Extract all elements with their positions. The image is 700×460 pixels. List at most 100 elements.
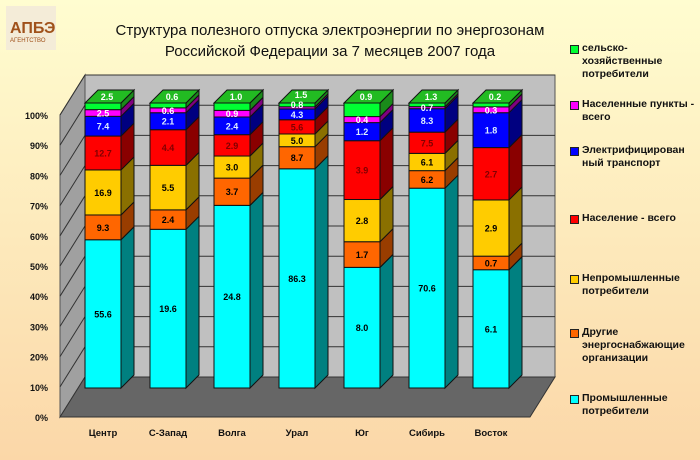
y-tick-label: 0% bbox=[35, 413, 48, 423]
data-label: 0.7 bbox=[421, 103, 434, 113]
legend-swatch bbox=[570, 101, 579, 110]
gridline-side bbox=[59, 165, 86, 206]
bar-segment bbox=[343, 140, 381, 201]
data-label: 0.3 bbox=[485, 105, 498, 115]
bar-stack-Юг: 8.0 1.7 2.8 3.9 1.2 0.4 0.9 bbox=[342, 88, 395, 390]
data-label: 2.8 bbox=[356, 216, 369, 226]
x-tick-label: Центр bbox=[89, 428, 118, 439]
y-tick-label: 70% bbox=[30, 202, 48, 212]
legend-label: Непромышленные потребители bbox=[582, 272, 680, 297]
legend-item: Промышленные потребители bbox=[570, 392, 700, 418]
legend-swatch bbox=[570, 275, 579, 284]
data-label: 0.2 bbox=[489, 92, 502, 102]
data-label: 12.7 bbox=[94, 148, 112, 158]
legend-item: сельско- хозяйственные потребители bbox=[570, 42, 700, 81]
data-label: 1.2 bbox=[356, 127, 369, 137]
y-tick-label: 90% bbox=[30, 141, 48, 151]
data-label: 6.2 bbox=[421, 175, 434, 185]
data-label: 0.4 bbox=[356, 115, 369, 125]
data-label: 0.9 bbox=[226, 109, 239, 119]
title-line-2: Российской Федерации за 7 месяцев 2007 г… bbox=[164, 43, 496, 60]
data-label: 19.6 bbox=[159, 304, 177, 314]
bar-top bbox=[407, 89, 460, 104]
logo: АПБЭ АГЕНТСТВО bbox=[6, 6, 56, 50]
data-label: 4.4 bbox=[162, 143, 175, 153]
y-tick-label: 80% bbox=[30, 171, 48, 181]
gridline-side bbox=[59, 225, 86, 267]
legend-swatch bbox=[570, 45, 579, 54]
bar-stack-Урал: 86.3 8.7 5.0 5.6 4.30.81.5 bbox=[277, 88, 330, 390]
y-tick-label: 50% bbox=[30, 262, 48, 272]
bar-segment-side bbox=[185, 215, 200, 390]
data-label: 2.5 bbox=[101, 92, 114, 102]
legend-swatch bbox=[570, 215, 579, 224]
logo-text: АПБЭ bbox=[10, 20, 56, 37]
data-label: 1.5 bbox=[295, 90, 308, 100]
bar-segment bbox=[472, 147, 510, 201]
gridline-side bbox=[59, 74, 86, 116]
data-label: 7.5 bbox=[421, 138, 434, 148]
data-label: 5.0 bbox=[291, 136, 304, 146]
legend-label: Электрифицирован ный транспорт bbox=[582, 144, 685, 169]
bar-stack-С-Запад: 19.62.45.54.42.10.60.6 bbox=[148, 88, 201, 390]
legend-item: Населенные пункты - всего bbox=[570, 98, 700, 124]
data-label: 9.3 bbox=[97, 223, 110, 233]
data-label: 3.7 bbox=[226, 187, 239, 197]
data-label: 2.9 bbox=[485, 224, 498, 234]
data-label: 2.1 bbox=[162, 117, 175, 127]
bar-segment bbox=[149, 164, 187, 211]
data-label: 0.6 bbox=[162, 106, 175, 116]
data-label: 2.7 bbox=[485, 169, 498, 179]
x-tick-label: Сибирь bbox=[409, 428, 445, 439]
data-label: 1.0 bbox=[230, 92, 243, 102]
x-tick-label: Урал bbox=[286, 428, 309, 439]
data-label: 1.8 bbox=[485, 126, 498, 136]
data-label: 2.5 bbox=[97, 108, 110, 118]
x-tick-label: Восток bbox=[475, 428, 508, 439]
y-tick-label: 10% bbox=[30, 383, 48, 393]
bar-top bbox=[342, 89, 395, 104]
legend-swatch bbox=[570, 329, 579, 338]
chart-title: Структура полезного отпуска электроэнерг… bbox=[100, 20, 560, 62]
gridline-side bbox=[59, 286, 86, 327]
legend-swatch bbox=[570, 147, 579, 156]
data-label: 6.1 bbox=[421, 158, 434, 168]
y-tick-label: 30% bbox=[30, 322, 48, 332]
legend-label: сельско- хозяйственные потребители bbox=[582, 42, 663, 80]
gridline-side bbox=[59, 346, 86, 388]
data-label: 86.3 bbox=[288, 274, 306, 284]
bar-segment-side bbox=[508, 255, 523, 390]
y-tick-label: 40% bbox=[30, 292, 48, 302]
bar-segment bbox=[408, 187, 446, 389]
x-tick-label: Волга bbox=[218, 428, 246, 439]
bar-segment bbox=[84, 135, 122, 171]
bar-top bbox=[83, 89, 136, 104]
title-line-1: Структура полезного отпуска электроэнерг… bbox=[115, 22, 545, 39]
gridline-side bbox=[59, 316, 86, 357]
data-label: 55.6 bbox=[94, 309, 112, 319]
data-label: 2.9 bbox=[226, 141, 239, 151]
data-label: 0.8 bbox=[291, 100, 304, 110]
bar-segment-side bbox=[120, 225, 135, 390]
y-tick-label: 60% bbox=[30, 232, 48, 242]
data-label: 2.4 bbox=[162, 215, 175, 225]
bar-segment bbox=[343, 266, 381, 389]
bar-stack-Сибирь: 70.6 6.2 6.1 7.5 8.3 0.71.3 bbox=[407, 88, 460, 390]
bar-top bbox=[212, 89, 265, 104]
bar-segment-side bbox=[379, 253, 394, 390]
legend-item: Другие энергоснабжающие организации bbox=[570, 326, 700, 365]
legend-label: Населенные пункты - всего bbox=[582, 98, 695, 123]
data-label: 1.7 bbox=[356, 250, 369, 260]
legend-item: Электрифицирован ный транспорт bbox=[570, 144, 700, 170]
bar-top bbox=[277, 89, 330, 104]
data-label: 3.9 bbox=[356, 166, 369, 176]
gridline-side bbox=[59, 255, 86, 297]
bar-top bbox=[471, 89, 524, 104]
legend-item: Непромышленные потребители bbox=[570, 272, 700, 298]
data-label: 8.3 bbox=[421, 116, 434, 126]
bar-segment-side bbox=[444, 173, 459, 390]
legend-label: Промышленные потребители bbox=[582, 392, 668, 417]
bar-segment-side bbox=[314, 154, 329, 390]
data-label: 0.9 bbox=[360, 92, 373, 102]
